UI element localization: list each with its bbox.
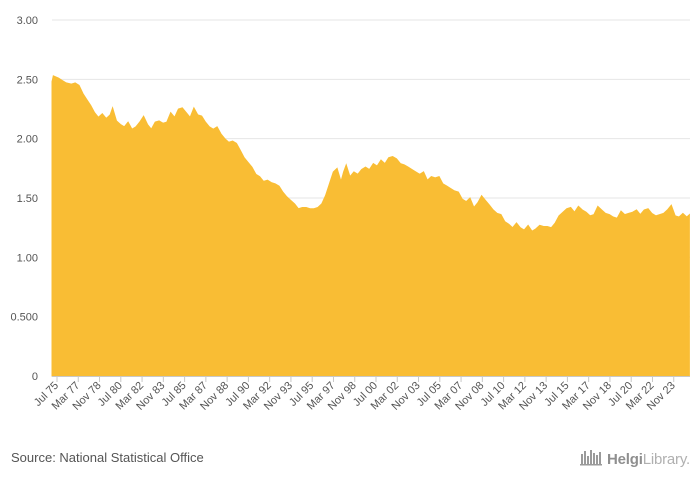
y-tick-label: 0 [32,371,38,383]
plot-area [51,75,690,377]
y-tick-label: 2.50 [17,74,38,86]
y-tick-label: 3.00 [17,15,38,27]
brand-name-part1: Helgi [607,450,643,468]
y-axis: 0 0.500 1.00 1.50 2.00 2.50 3.00 [10,15,38,383]
brand-logo[interactable]: Helgi Library. [580,448,690,470]
y-tick-label: 2.00 [17,134,38,146]
helgi-library-logo-icon [580,448,604,470]
source-note: Source: National Statistical Office [11,450,204,465]
y-tick-label: 0.500 [10,312,38,324]
area-series-value[interactable] [51,75,690,377]
y-tick-label: 1.00 [17,252,38,264]
y-tick-label: 1.50 [17,193,38,205]
brand-name-part2: Library. [642,450,691,468]
